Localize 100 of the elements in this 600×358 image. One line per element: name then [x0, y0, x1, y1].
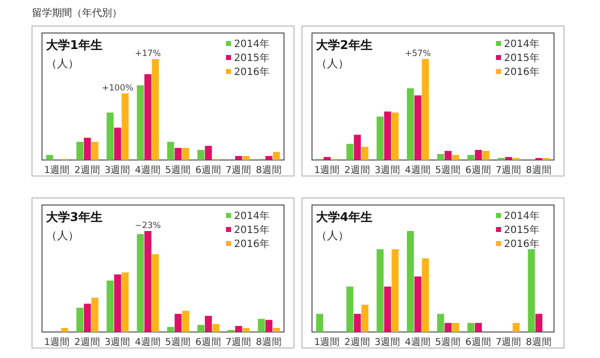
x-tick-label: 7週間	[226, 165, 252, 176]
x-tick-label: 5週間	[435, 337, 462, 348]
bar	[361, 304, 368, 332]
bar	[167, 142, 174, 160]
x-tick-label: 3週間	[104, 165, 131, 176]
bar	[167, 326, 174, 332]
x-tick-label: 3週間	[104, 337, 131, 348]
bar	[114, 274, 122, 332]
x-tick-label: 8週間	[526, 337, 552, 348]
annotation: −23%	[134, 221, 161, 231]
bar	[392, 249, 399, 332]
bar	[474, 322, 482, 332]
bar	[144, 74, 152, 160]
bar	[467, 322, 474, 332]
x-tick-label: 7週間	[496, 165, 522, 176]
bar	[84, 138, 91, 160]
x-tick-label: 2週間	[74, 165, 100, 176]
legend-label: 2016年	[234, 238, 270, 250]
bar	[91, 142, 98, 160]
text: 留学期間（年代別）	[32, 7, 122, 19]
x-tick-label: 3週間	[374, 337, 401, 348]
bar	[452, 322, 460, 332]
bar	[106, 280, 114, 332]
bar	[384, 286, 392, 332]
bar	[392, 112, 399, 160]
bar	[376, 116, 384, 160]
legend-label: 2016年	[504, 238, 540, 250]
bar	[197, 324, 204, 332]
bar	[346, 286, 354, 332]
bar	[512, 322, 520, 332]
bar	[114, 128, 122, 160]
x-tick-label: 6週間	[195, 165, 222, 176]
bar	[437, 314, 444, 332]
bar	[482, 150, 490, 160]
x-tick-label: 1週間	[314, 337, 340, 348]
bar	[324, 156, 331, 160]
x-tick-label: 4週間	[404, 165, 431, 176]
bar	[76, 308, 84, 332]
bar	[106, 112, 114, 160]
bar	[235, 326, 242, 332]
x-tick-label: 6週間	[195, 337, 222, 348]
x-tick-label: 5週間	[165, 337, 192, 348]
bar	[258, 318, 265, 332]
legend-label: 2015年	[504, 224, 540, 236]
legend-label: 2015年	[504, 52, 540, 64]
bar	[122, 93, 129, 160]
annotation: +17%	[134, 49, 161, 59]
x-tick-label: 2週間	[344, 337, 370, 348]
x-tick-label: 6週間	[465, 165, 492, 176]
bar	[316, 314, 324, 332]
x-tick-label: 8週間	[256, 165, 282, 176]
legend-label: 2015年	[234, 224, 270, 236]
x-tick-label: 4週間	[134, 165, 161, 176]
bar	[152, 254, 159, 332]
x-tick-label: 8週間	[256, 337, 282, 348]
bar	[414, 95, 422, 160]
bar	[422, 59, 429, 160]
x-tick-label: 7週間	[226, 337, 252, 348]
bar	[174, 314, 182, 332]
bar	[91, 298, 98, 332]
bar	[136, 234, 144, 332]
bar	[136, 85, 144, 160]
x-tick-label: 5週間	[165, 165, 192, 176]
bar	[242, 156, 250, 160]
bar	[204, 316, 212, 332]
bar	[265, 320, 272, 332]
legend-label: 2015年	[234, 52, 270, 64]
bar	[182, 310, 190, 332]
bar	[505, 156, 512, 160]
bar	[444, 150, 452, 160]
bar	[152, 59, 159, 160]
annotation: +57%	[404, 49, 431, 59]
chart-title: 大学3年生	[46, 210, 102, 224]
bar	[84, 304, 91, 332]
chart-title: 大学1年生	[46, 38, 102, 52]
bar	[144, 231, 152, 332]
y-axis-title: （人）	[316, 57, 349, 70]
bar	[204, 146, 212, 160]
y-axis-title: （人）	[46, 57, 79, 70]
x-tick-label: 5週間	[435, 165, 462, 176]
bar	[122, 272, 129, 332]
bar	[197, 150, 204, 160]
annotation: +100%	[102, 83, 134, 94]
y-axis-title: （人）	[46, 229, 79, 242]
bar	[406, 88, 414, 160]
bar	[535, 314, 542, 332]
x-tick-label: 4週間	[134, 337, 161, 348]
bar	[272, 152, 280, 160]
y-axis-title: （人）	[316, 229, 349, 242]
bar	[61, 328, 68, 332]
x-tick-label: 2週間	[74, 337, 100, 348]
legend-label: 2014年	[234, 38, 270, 50]
legend-label: 2016年	[234, 66, 270, 78]
bar	[452, 154, 460, 160]
bar	[414, 276, 422, 332]
bar	[444, 322, 452, 332]
bar	[376, 249, 384, 332]
x-tick-label: 6週間	[465, 337, 492, 348]
legend-label: 2014年	[504, 210, 540, 222]
legend-label: 2016年	[504, 66, 540, 78]
